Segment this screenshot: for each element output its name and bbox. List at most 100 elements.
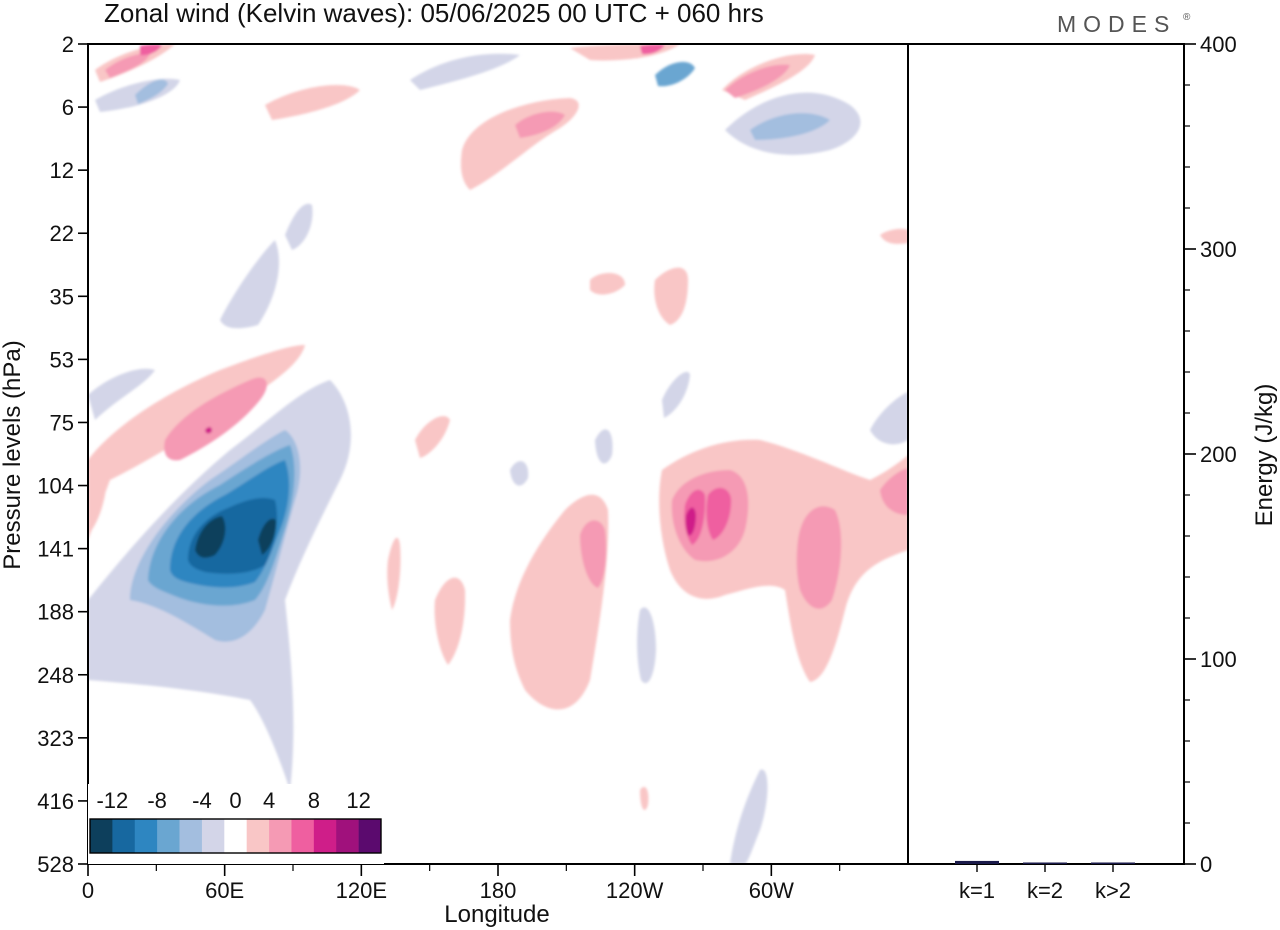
x-tick-label: 60W	[749, 878, 794, 903]
colorbar-label: 0	[229, 788, 241, 813]
y-tick-label: 141	[37, 537, 74, 562]
energy-bar	[1091, 862, 1135, 864]
colorbar-swatch	[269, 819, 292, 853]
colorbar-label: -8	[147, 788, 167, 813]
energy-category-label: k=2	[1027, 878, 1063, 903]
contour-neg-10-top	[655, 61, 695, 87]
y-tick-label: 53	[50, 347, 74, 372]
x-tick-label: 0	[82, 878, 94, 903]
colorbar-swatch	[179, 819, 203, 853]
contour-pos-8-right-edge	[880, 468, 908, 515]
pressure-axis: 2 6 12 22 35 53 75 104 141 188 248 323 416 528	[37, 32, 88, 877]
y-tick-label: 75	[50, 410, 74, 435]
colorbar-label: 8	[308, 788, 320, 813]
contour-neg-min-core	[195, 516, 226, 558]
contour-pos-4-mid-up-2	[654, 267, 688, 325]
contour-pos-8-pacific	[580, 520, 607, 588]
x-tick-label: 120E	[336, 878, 387, 903]
colorbar-label: 4	[263, 788, 275, 813]
colorbar-swatch	[157, 819, 180, 853]
colorbar-swatch	[358, 819, 382, 853]
colorbar-swatch	[112, 819, 136, 853]
contour-neg-4-mid	[595, 429, 613, 464]
energy-category-label: k>2	[1095, 878, 1131, 903]
chart-title: Zonal wind (Kelvin waves): 05/06/2025 00…	[104, 0, 764, 28]
colorbar-swatch	[90, 819, 113, 853]
x-tick-label: 120W	[606, 878, 664, 903]
colorbar-outline	[89, 818, 382, 854]
contour-neg-4-stratosphere-2	[285, 203, 313, 250]
y-tick-label: 188	[37, 600, 74, 625]
colorbar-label: -4	[192, 788, 212, 813]
contour-neg-4-lower-right	[730, 769, 768, 864]
x-tick-label: 60E	[205, 878, 244, 903]
colorbar-label: -12	[96, 788, 128, 813]
contour-pos-8-kelvin-tilt	[164, 377, 267, 461]
x-axis-label: Longitude	[444, 901, 549, 928]
y-tick-label: 248	[37, 663, 74, 688]
contour-neg-4-stratosphere	[220, 240, 279, 329]
contour-pos-8-top-right	[725, 64, 790, 98]
y-tick-label: 528	[37, 852, 74, 877]
colorbar-swatch	[313, 819, 337, 853]
contour-pos-4-right-strat	[880, 228, 908, 244]
energy-bars: k=1 k=2 k>2	[955, 860, 1135, 903]
contour-pos-4-top-left-2	[265, 85, 360, 120]
y-tick-label: 416	[37, 789, 74, 814]
y-tick-label: 12	[50, 158, 74, 183]
contour-pos-4-mid-left	[415, 416, 450, 458]
energy-axis-label: Energy (J/kg)	[1251, 384, 1278, 527]
contour-pos-10-top-2	[640, 44, 665, 55]
contour-neg-4-right-edge	[870, 392, 908, 445]
energy-tick-label: 300	[1200, 237, 1237, 262]
y-tick-label: 323	[37, 726, 74, 751]
heatmap-contours	[88, 44, 908, 864]
colorbar-swatch	[336, 819, 359, 853]
modes-logo: MODES	[1057, 11, 1176, 37]
energy-bar	[1023, 862, 1067, 864]
colorbar-swatch	[224, 819, 247, 853]
contour-pos-8-far-east	[796, 506, 842, 609]
contour-neg-4-mid-3	[662, 371, 690, 418]
contour-pos-4-top-center	[460, 98, 579, 190]
contour-pos-12-east-core	[685, 507, 696, 536]
energy-category-label: k=1	[959, 878, 995, 903]
registered-mark: ®	[1183, 12, 1191, 23]
energy-bar	[955, 860, 999, 864]
y-axis-label: Pressure levels (hPa)	[0, 340, 26, 569]
contour-neg-min-core-2	[258, 518, 277, 555]
contour-pos-12-tilt-dot	[205, 427, 212, 434]
x-tick-label: 180	[480, 878, 517, 903]
contour-pos-4-east-pacific	[659, 439, 908, 682]
y-tick-label: 104	[37, 474, 74, 499]
contour-neg-8-top-right	[750, 113, 830, 140]
energy-tick-label: 400	[1200, 32, 1237, 57]
contour-neg-4-mid-2	[510, 461, 529, 486]
colorbar-swatch	[291, 819, 315, 853]
colorbar-swatch	[246, 819, 270, 853]
contour-pos-4-west-pacific	[387, 537, 401, 610]
contour-pos-8-top-center	[515, 111, 565, 138]
contour-pos-4-low	[640, 786, 649, 810]
colorbar-legend: -12 -8 -4 0 4 8 12	[88, 784, 384, 864]
energy-axis: 0 100 200 300 400	[1184, 32, 1237, 877]
contour-neg-4-central-pacific	[637, 607, 656, 684]
colorbar-swatch	[201, 819, 225, 853]
contour-pos-4-mid-up	[590, 273, 625, 295]
contour-pos-8-top-left	[105, 53, 150, 78]
longitude-axis: 0 60E 120E 180 120W 60W	[82, 864, 841, 903]
contour-neg-4-top-center	[410, 53, 520, 90]
y-tick-label: 22	[50, 221, 74, 246]
energy-tick-label: 100	[1200, 647, 1237, 672]
y-tick-label: 35	[50, 284, 74, 309]
contour-pos-10-top	[140, 44, 162, 56]
contour-pos-4-left-edge	[88, 460, 106, 535]
contour-neg-8-top-left	[135, 79, 168, 104]
contour-pos-10-east-2	[706, 487, 732, 540]
contour-pos-4-west-pacific-2	[434, 577, 466, 665]
energy-tick-label: 200	[1200, 442, 1237, 467]
colorbar-swatch	[134, 819, 158, 853]
contour-neg-4-upper-left	[88, 368, 155, 420]
energy-tick-label: 0	[1200, 852, 1212, 877]
